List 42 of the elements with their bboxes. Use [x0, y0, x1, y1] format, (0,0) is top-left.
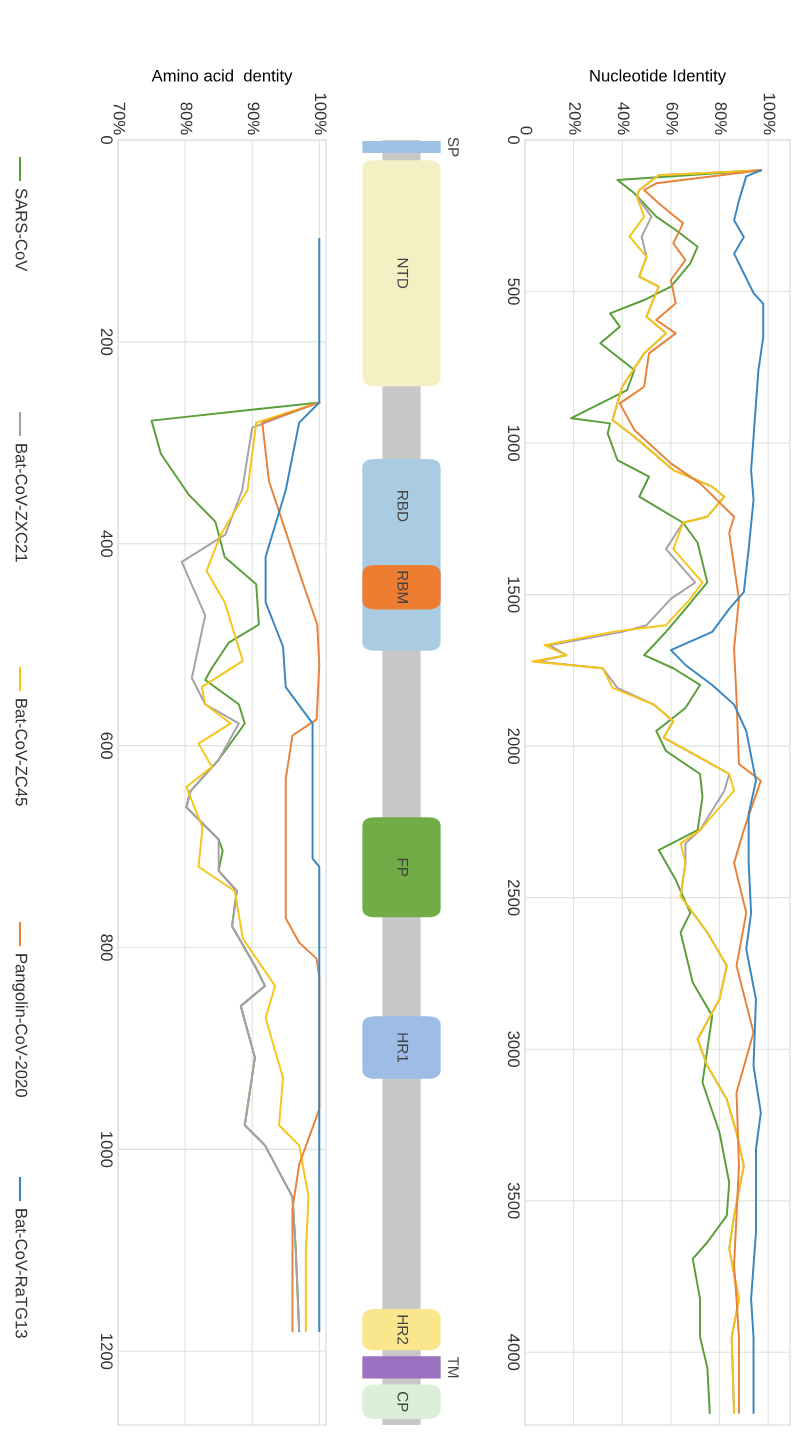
x-axis-title: Nucleotide Identity [590, 69, 727, 85]
x-tick-label: 70% [113, 102, 126, 135]
x-tick-label: 80% [180, 102, 193, 135]
text: CP [397, 1391, 409, 1412]
y-tick-label: 400 [100, 530, 113, 558]
y-tick-label: 1000 [507, 425, 520, 461]
text: HR2 [397, 1315, 409, 1345]
x-tick-label: 90% [247, 102, 260, 135]
x-tick-label: 0 [520, 126, 533, 135]
x-tick-label: 20% [569, 102, 581, 135]
y-tick-label: 3500 [507, 1182, 520, 1219]
y-tick-label: 200 [100, 328, 113, 356]
x-axis-title: Amino acid dentity [151, 69, 293, 85]
text: SP [448, 137, 459, 157]
legend-label: Bat-CoV-ZXC21 [15, 444, 28, 562]
legend-label: Pangolin-CoV-2020 [12, 954, 28, 1097]
text: HR1 [397, 1033, 409, 1063]
x-tick-label: 80% [715, 102, 727, 135]
legend-label: Bat-CoV-RaTG13 [15, 1209, 28, 1338]
x-tick-label: 100% [314, 93, 327, 135]
x-tick-label: 40% [617, 102, 630, 135]
text: NTD [397, 258, 409, 289]
legend-label: Bat-CoV-ZC45 [15, 699, 28, 806]
y-tick-label: 1500 [507, 577, 520, 613]
y-tick-label: 0 [100, 136, 113, 144]
x-tick-label: 60% [666, 102, 679, 135]
y-tick-label: 1000 [100, 1132, 113, 1168]
y-tick-label: 500 [507, 278, 520, 305]
text: RBD [397, 491, 409, 522]
y-tick-label: 800 [100, 934, 113, 961]
y-tick-label: 3000 [507, 1031, 520, 1068]
text: FP [397, 858, 409, 877]
y-tick-label: 1200 [100, 1334, 113, 1370]
text: RBM [397, 571, 409, 603]
legend-label: SARS-CoV [15, 188, 28, 272]
y-tick-label: 600 [100, 732, 113, 759]
y-tick-label: 2000 [507, 728, 520, 765]
x-tick-label: 100% [763, 93, 776, 135]
text: TM [448, 1356, 459, 1378]
y-tick-label: 4000 [507, 1334, 520, 1371]
y-tick-label: 0 [507, 136, 520, 144]
y-tick-label: 2500 [507, 879, 520, 916]
